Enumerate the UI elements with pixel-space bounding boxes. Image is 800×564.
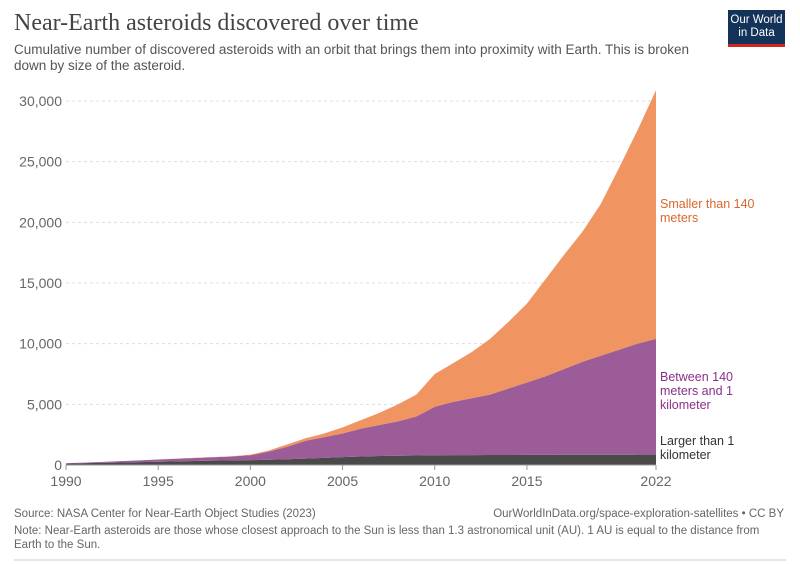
x-tick-label: 1995 [143, 473, 174, 489]
note-text: Note: Near-Earth asteroids are those who… [14, 525, 760, 551]
x-tick-label: 2022 [640, 473, 671, 489]
series-label: Between 140 meters and 1 kilometer [660, 370, 733, 412]
x-tick-label: 1990 [50, 473, 81, 489]
y-tick-label: 15,000 [19, 275, 62, 291]
series-label: Larger than 1 kilometer [660, 434, 734, 462]
source-text: Source: NASA Center for Near-Earth Objec… [14, 508, 316, 520]
series-label: Smaller than 140 meters [660, 197, 755, 225]
y-tick-label: 20,000 [19, 214, 62, 230]
x-tick-label: 2010 [419, 473, 450, 489]
chart-subtitle: Cumulative number of discovered asteroid… [14, 42, 690, 73]
x-tick-label: 2015 [511, 473, 542, 489]
x-tick-label: 2000 [235, 473, 266, 489]
area-series-0 [66, 454, 656, 465]
url-link[interactable]: OurWorldInData.org/space-exploration-sat… [493, 508, 784, 520]
y-tick-label: 25,000 [19, 154, 62, 170]
chart-title: Near-Earth asteroids discovered over tim… [14, 10, 419, 36]
x-tick-label: 2005 [327, 473, 358, 489]
y-tick-label: 0 [54, 457, 62, 473]
owid-logo[interactable]: Our World in Data [728, 10, 785, 47]
y-tick-label: 10,000 [19, 336, 62, 352]
y-tick-label: 30,000 [19, 93, 62, 109]
area-series-2 [66, 90, 656, 464]
y-tick-label: 5,000 [27, 396, 62, 412]
area-series-1 [66, 338, 656, 464]
